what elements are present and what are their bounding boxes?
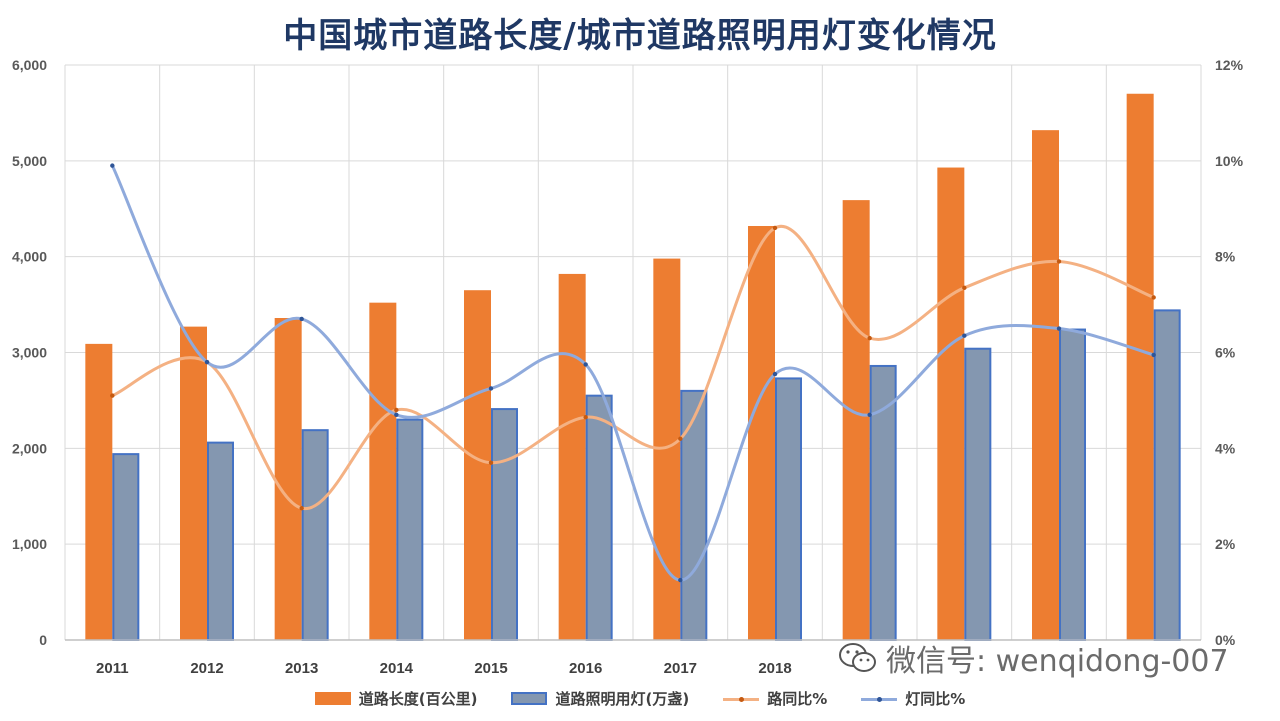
lines: [110, 163, 1156, 583]
bar-lamps: [396, 418, 424, 641]
y-left-tick-label: 6,000: [12, 57, 47, 73]
line-road-yoy-point: [962, 285, 967, 291]
line-lamp-yoy-point: [1056, 326, 1062, 331]
bar-lamps: [207, 441, 234, 641]
line-road-yoy-point: [299, 506, 304, 511]
bar-road-length: [558, 273, 586, 640]
legend-item-road-yoy: 路同比%: [723, 688, 827, 709]
line-road-yoy-point: [867, 335, 872, 341]
legend-item-lamp-yoy: 灯同比%: [861, 688, 965, 709]
bar-lamps: [680, 389, 708, 641]
legend-label-road-yoy: 路同比%: [767, 690, 828, 708]
line-lamp-yoy-point: [394, 412, 399, 417]
chart-title: 中国城市道路长度/城市道路照明用灯变化情况: [283, 16, 997, 56]
legend-swatch-lamp-yoy: [861, 692, 898, 706]
bar-road-length: [1126, 93, 1154, 640]
line-lamp-yoy-point: [772, 371, 778, 377]
wechat-icon: [839, 643, 876, 672]
bar-road-length: [369, 302, 397, 640]
line-lamp-yoy-point: [488, 386, 494, 391]
watermark-text: 微信号: wenqidong-007: [886, 644, 1229, 679]
y-right-tick-label: 6%: [1215, 345, 1236, 361]
y-right-tick-label: 4%: [1215, 440, 1236, 456]
y-right-tick-label: 10%: [1215, 153, 1244, 169]
line-road-yoy-point: [394, 407, 399, 413]
line-road-yoy-point: [583, 414, 588, 420]
axes: 0 1,000 2,000 3,000 4,000 5,000 6,000 0% 2% 4% 6% 8…: [12, 57, 1244, 677]
x-tick-label: 2012: [190, 660, 223, 677]
bar-lamps: [585, 394, 613, 641]
line-road-yoy-point: [772, 225, 778, 231]
line-lamp-yoy: [110, 164, 1156, 582]
legend-label-lamps: 道路照明用灯(万盏): [555, 690, 690, 708]
line-lamp-yoy-point: [204, 359, 210, 365]
line-lamp-yoy-point: [867, 412, 872, 417]
y-left-tick-label: 2,000: [12, 440, 47, 456]
x-tick-label: 2017: [664, 660, 697, 677]
x-tick-label: 2016: [569, 660, 602, 677]
y-left-tick-label: 0: [39, 632, 47, 648]
y-right-tick-label: 8%: [1215, 249, 1236, 265]
legend: 道路长度(百公里) 道路照明用灯(万盏) 路同比% 灯同比%: [0, 688, 1280, 709]
bar-road-length: [748, 226, 775, 640]
legend-item-road-length: 道路长度(百公里): [314, 688, 478, 709]
bar-lamps: [491, 408, 518, 642]
line-lamp-yoy-point: [1151, 352, 1156, 358]
bars: [85, 93, 1181, 642]
bar-lamps: [964, 347, 992, 641]
y-right-tick-label: 2%: [1215, 536, 1236, 552]
watermark: 微信号: wenqidong-007: [838, 636, 1229, 680]
y-left-tick-label: 4,000: [12, 249, 47, 265]
x-tick-label: 2014: [380, 660, 414, 677]
x-tick-label: 2013: [285, 660, 318, 677]
bar-lamps: [775, 377, 802, 641]
y-right-tick-label: 0%: [1215, 632, 1236, 648]
x-tick-label: 2018: [758, 660, 791, 677]
line-lamp-yoy-point: [678, 577, 683, 583]
line-road-yoy-point: [488, 460, 494, 465]
legend-item-lamps: 道路照明用灯(万盏): [511, 688, 689, 709]
x-tick-label: 2015: [474, 660, 507, 677]
bar-road-length: [180, 326, 207, 640]
x-tick-label: 2011: [96, 660, 129, 677]
legend-label-lamp-yoy: 灯同比%: [905, 690, 966, 708]
legend-swatch-road-length: [314, 692, 351, 705]
bar-lamps: [869, 364, 897, 641]
y-left-tick-label: 5,000: [12, 153, 47, 169]
y-right-tick-label: 12%: [1215, 57, 1244, 73]
line-lamp-yoy-point: [962, 333, 967, 338]
bar-lamps: [1153, 309, 1181, 641]
bar-road-length: [1032, 130, 1059, 640]
line-lamp-yoy-point: [110, 163, 115, 168]
bar-road-length: [274, 318, 302, 640]
bar-road-length: [464, 290, 491, 640]
bar-road-length: [937, 167, 965, 640]
bar-road-length: [842, 200, 870, 640]
line-road-yoy-point: [1056, 259, 1062, 264]
bar-lamps: [301, 429, 329, 641]
legend-swatch-lamps: [511, 692, 548, 705]
line-lamp-yoy-point: [299, 316, 304, 322]
bar-lamps: [1059, 328, 1086, 641]
line-road-yoy-point: [678, 436, 683, 441]
line-road-yoy-point: [110, 393, 115, 398]
line-lamp-yoy-point: [583, 362, 588, 367]
bar-road-length: [85, 343, 113, 640]
line-road-yoy-point: [1151, 295, 1156, 300]
y-left-tick-label: 3,000: [12, 345, 47, 361]
y-left-tick-label: 1,000: [12, 536, 47, 552]
gridlines: [64, 64, 1202, 641]
legend-label-road-length: 道路长度(百公里): [358, 690, 478, 708]
bar-lamps: [112, 453, 140, 641]
legend-swatch-road-yoy: [723, 692, 760, 706]
